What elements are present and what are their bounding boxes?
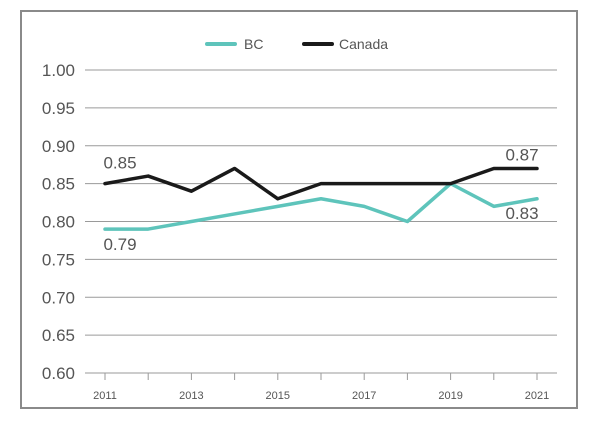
data-label: 0.85 xyxy=(103,154,136,173)
data-label: 0.79 xyxy=(103,235,136,254)
series-line-bc xyxy=(103,181,539,231)
series-lines xyxy=(103,166,539,231)
y-tick-label: 0.80 xyxy=(42,213,75,232)
y-tick-label: 1.00 xyxy=(42,61,75,80)
y-tick-label: 0.65 xyxy=(42,326,75,345)
legend-label-bc: BC xyxy=(244,36,263,52)
y-tick-label: 0.90 xyxy=(42,137,75,156)
y-tick-label: 0.75 xyxy=(42,250,75,269)
legend-label-canada: Canada xyxy=(339,36,388,52)
x-tick-label: 2013 xyxy=(179,390,203,402)
x-tick-label: 2017 xyxy=(352,390,376,402)
data-labels: 0.85 0.79 0.87 0.83 xyxy=(103,145,538,254)
data-label: 0.87 xyxy=(505,145,538,164)
y-tick-label: 0.70 xyxy=(42,288,75,307)
y-tick-label: 0.85 xyxy=(42,175,75,194)
x-tick-label: 2015 xyxy=(266,390,290,402)
grid-lines xyxy=(85,69,557,374)
x-tick-label: 2021 xyxy=(525,390,549,402)
x-tick-label: 2019 xyxy=(438,390,462,402)
y-axis-ticks: 1.00 0.95 0.90 0.85 0.80 0.75 0.70 0.65 0.60 xyxy=(42,61,75,383)
x-tick-label: 2011 xyxy=(93,390,117,402)
y-tick-label: 0.60 xyxy=(42,364,75,383)
data-label: 0.83 xyxy=(505,204,538,223)
legend: BC Canada xyxy=(205,36,388,52)
y-tick-label: 0.95 xyxy=(42,99,75,118)
chart-frame xyxy=(20,10,578,409)
x-axis-ticks: 2011 2013 2015 2017 2019 2021 xyxy=(93,373,549,402)
